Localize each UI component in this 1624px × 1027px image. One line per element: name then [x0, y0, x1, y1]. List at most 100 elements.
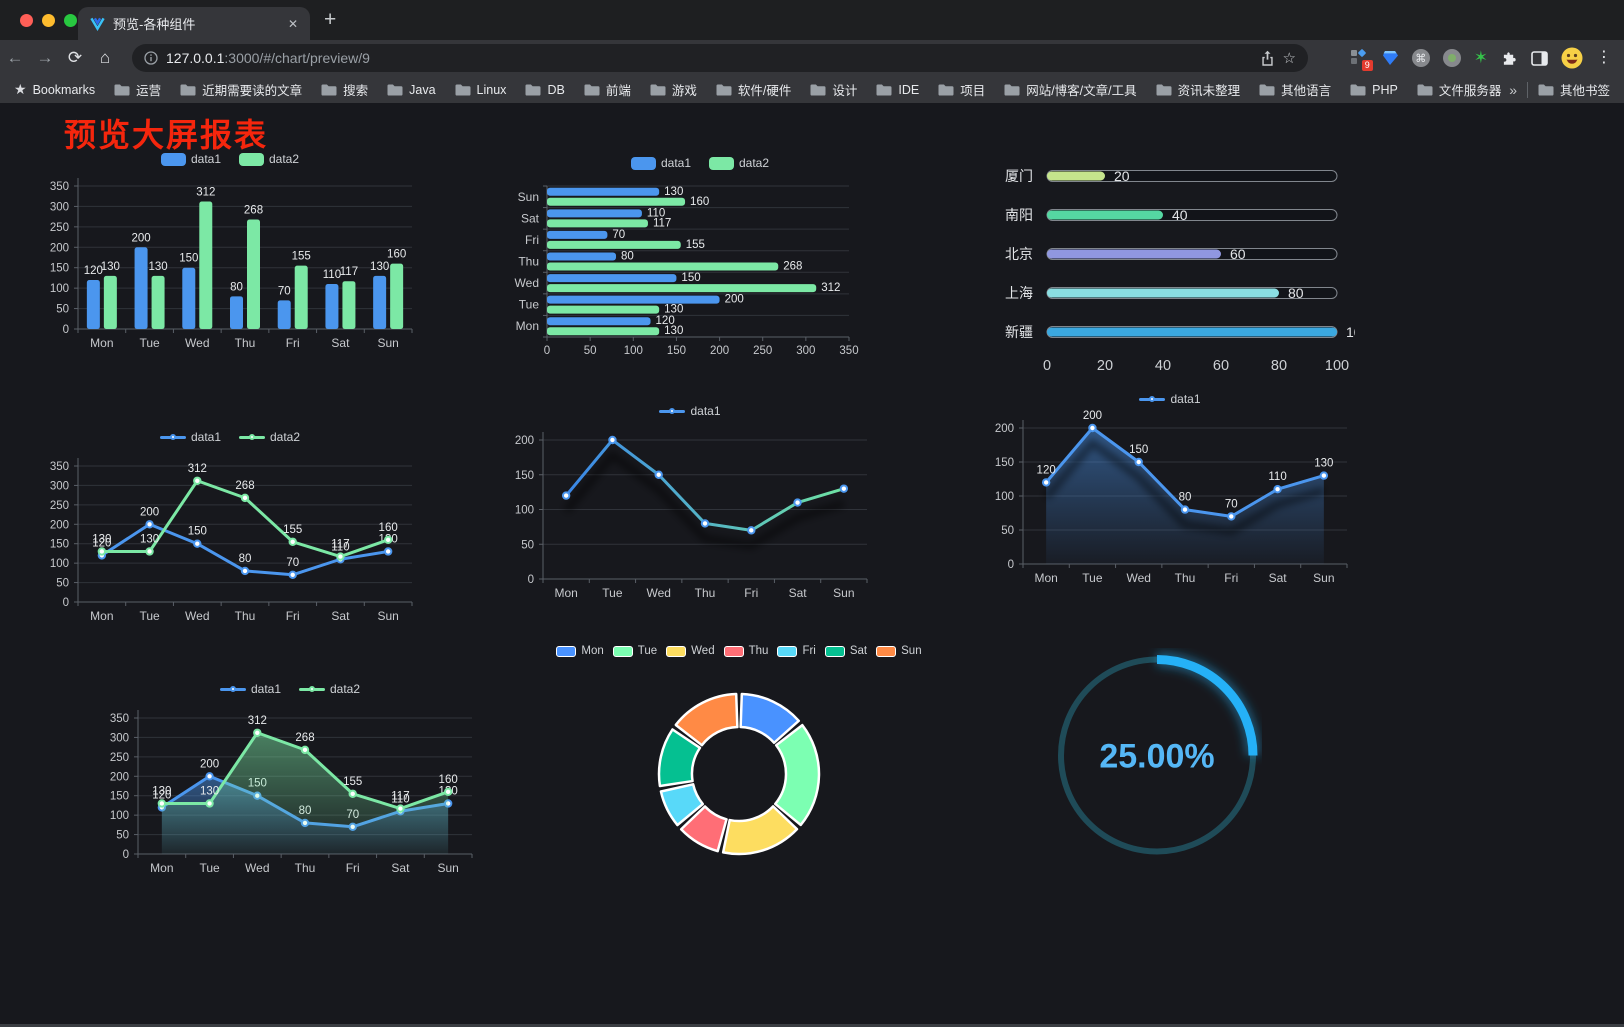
pie-slice-Mon[interactable]: [739, 692, 800, 744]
other-bookmarks-folder[interactable]: 其他书签: [1538, 80, 1610, 99]
address-bar[interactable]: 127.0.0.1:3000/#/chart/preview/9 ☆: [132, 44, 1308, 72]
legend-label: data2: [269, 152, 300, 166]
extension-proxy-icon[interactable]: 9: [1350, 48, 1373, 71]
bookmark-folder[interactable]: IDE: [876, 80, 919, 99]
svg-text:130: 130: [664, 304, 683, 316]
svg-text:130: 130: [664, 325, 683, 337]
donut-chart: Mon Tue Wed Thu Fri Sat Sun: [548, 640, 930, 890]
bookmark-folder[interactable]: 软件/硬件: [716, 80, 791, 99]
pie-slice-Wed[interactable]: [721, 805, 799, 856]
bookmark-folder[interactable]: 搜索: [321, 80, 368, 99]
folder-icon: [387, 84, 403, 96]
legend-item-Tue[interactable]: Tue: [612, 645, 657, 657]
sidebar-toggle-icon[interactable]: [1531, 50, 1548, 66]
folder-icon: [114, 84, 130, 96]
legend-item-data1[interactable]: data1: [630, 156, 691, 170]
forward-button[interactable]: →: [36, 48, 54, 67]
pie-slice-Sun[interactable]: [674, 692, 739, 747]
bookmark-star-icon[interactable]: ☆: [1282, 50, 1296, 67]
bookmark-folder[interactable]: 其他语言: [1259, 80, 1331, 99]
svg-text:130: 130: [1314, 458, 1333, 470]
legend-item-Thu[interactable]: Thu: [723, 645, 768, 657]
bookmark-folder[interactable]: Linux: [455, 80, 506, 99]
bookmark-folder[interactable]: 运营: [114, 80, 161, 99]
svg-text:上海: 上海: [1005, 285, 1033, 301]
legend-item-data1[interactable]: data1: [1139, 392, 1201, 406]
svg-text:200: 200: [50, 242, 69, 254]
extension-star-icon[interactable]: ✶: [1473, 48, 1488, 67]
svg-text:Tue: Tue: [199, 861, 220, 875]
gradient-line-chart: data1 0 50 100 150 200 Mon Tue Wed Thu Fri Sat Sun: [505, 400, 875, 615]
svg-text:150: 150: [515, 470, 534, 482]
svg-text:Thu: Thu: [518, 255, 539, 269]
bookmark-folder[interactable]: 近期需要读的文章: [180, 80, 302, 99]
pie-slice-Thu[interactable]: [679, 805, 728, 853]
legend-item-Wed[interactable]: Wed: [666, 645, 715, 657]
bookmark-folder[interactable]: 前端: [584, 80, 631, 99]
legend-item-Fri[interactable]: Fri: [777, 645, 816, 657]
extension-gem-icon[interactable]: [1381, 50, 1399, 66]
close-window-button[interactable]: [20, 14, 33, 27]
extension-badge: 9: [1361, 60, 1373, 71]
bookmark-folder[interactable]: 设计: [810, 80, 857, 99]
legend-item-data1[interactable]: data1: [659, 404, 721, 418]
browser-tab[interactable]: 预览-各种组件 ✕: [78, 7, 310, 40]
chart-canvas: 0 50 100 150 200 250 300 350 Mon Tue Wed Thu Fri Sat S…: [50, 178, 413, 350]
bookmark-folder[interactable]: 项目: [938, 80, 985, 99]
bookmark-folder[interactable]: 网站/博客/文章/工具: [1004, 80, 1137, 99]
bookmark-folder[interactable]: PHP: [1350, 80, 1398, 99]
legend-item-data2[interactable]: data2: [299, 682, 360, 696]
extension-command-icon[interactable]: ⌘: [1411, 49, 1430, 67]
legend-label: data1: [1170, 392, 1201, 406]
extension-recorder-icon[interactable]: [1442, 49, 1461, 67]
legend-label: data2: [739, 156, 770, 170]
bookmark-folder[interactable]: DB: [525, 80, 565, 99]
bookmarks-overflow-chevron[interactable]: »: [1509, 81, 1517, 98]
svg-text:0: 0: [1043, 358, 1051, 374]
extensions-puzzle-icon[interactable]: [1501, 50, 1518, 67]
new-tab-button[interactable]: +: [324, 8, 337, 31]
back-button[interactable]: ←: [6, 48, 24, 67]
svg-text:110: 110: [1268, 471, 1286, 483]
tab-close-icon[interactable]: ✕: [287, 16, 298, 31]
legend-item-data2[interactable]: data2: [239, 430, 300, 444]
svg-text:Fri: Fri: [286, 336, 300, 350]
site-info-icon[interactable]: [144, 51, 158, 65]
legend-item-Mon[interactable]: Mon: [556, 645, 604, 657]
legend-item-data1[interactable]: data1: [159, 430, 221, 444]
svg-text:117: 117: [340, 266, 358, 278]
share-icon[interactable]: [1260, 50, 1275, 66]
browser-menu-icon[interactable]: ⋮: [1596, 49, 1612, 66]
bookmarks-manager[interactable]: ★ Bookmarks: [14, 81, 95, 98]
svg-text:Wed: Wed: [245, 861, 269, 875]
legend-marker: [239, 434, 265, 440]
bookmark-folder[interactable]: 游戏: [650, 80, 697, 99]
legend-item-data1[interactable]: data1: [219, 682, 281, 696]
bookmark-folder[interactable]: Java: [387, 80, 436, 99]
svg-text:120: 120: [1037, 464, 1056, 476]
profile-avatar[interactable]: [1561, 47, 1583, 69]
reload-button[interactable]: ⟳: [67, 48, 83, 67]
svg-text:0: 0: [63, 597, 69, 609]
minimize-window-button[interactable]: [42, 14, 55, 27]
svg-text:300: 300: [50, 201, 69, 213]
pie-slice-Fri[interactable]: [659, 783, 705, 827]
legend-item-data2[interactable]: data2: [239, 152, 299, 166]
home-button[interactable]: ⌂: [99, 48, 111, 67]
svg-text:200: 200: [995, 423, 1014, 435]
svg-text:50: 50: [56, 304, 69, 316]
maximize-window-button[interactable]: [64, 14, 77, 27]
legend-item-Sat[interactable]: Sat: [824, 645, 867, 657]
legend-item-data1[interactable]: data1: [160, 152, 221, 166]
legend-marker: [723, 645, 744, 657]
svg-text:Mon: Mon: [150, 861, 173, 875]
star-icon: ★: [14, 81, 27, 97]
bookmark-folder[interactable]: 资讯未整理: [1156, 80, 1240, 99]
bookmark-folder[interactable]: 文件服务器: [1417, 80, 1501, 99]
legend-item-Sun[interactable]: Sun: [876, 645, 922, 657]
pie-slice-Tue[interactable]: [774, 723, 821, 827]
legend-item-data2[interactable]: data2: [709, 156, 769, 170]
pie-slice-Sat[interactable]: [657, 728, 702, 788]
svg-text:0: 0: [528, 574, 534, 586]
folder-icon: [650, 84, 666, 96]
